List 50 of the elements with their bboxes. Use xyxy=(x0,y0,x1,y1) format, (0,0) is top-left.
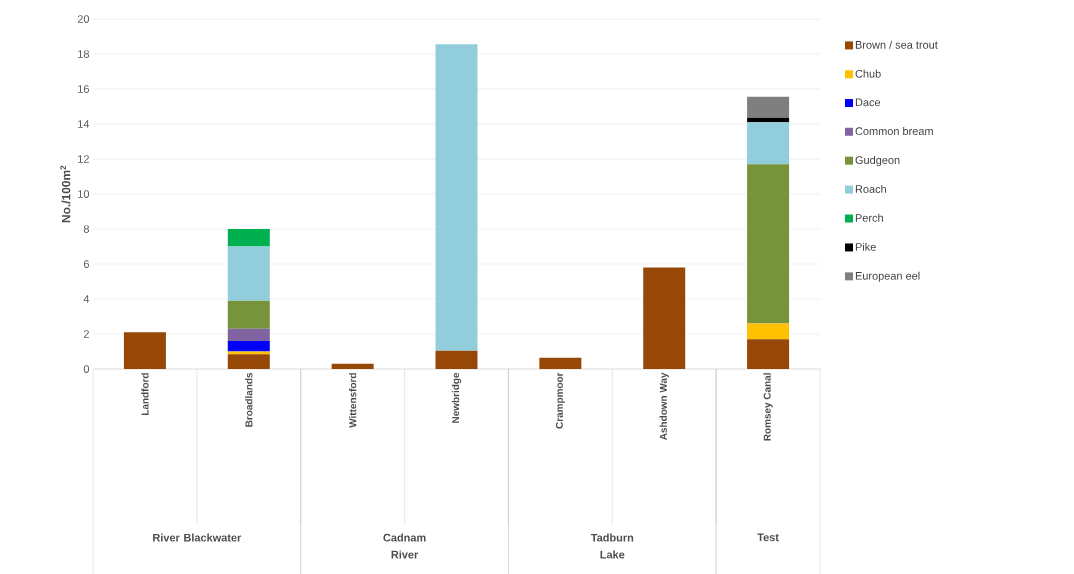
bar xyxy=(747,164,790,324)
bar xyxy=(227,246,270,301)
bar xyxy=(123,332,166,369)
x-tick-label: Romsey Canal xyxy=(763,373,773,441)
y-tick-label: 2 xyxy=(83,330,89,338)
legend-label: Chub xyxy=(855,69,881,78)
x-tick-label: Broadlands xyxy=(245,372,253,427)
y-tick-label: 8 xyxy=(83,225,89,233)
legend-label: Brown / sea trout xyxy=(855,40,938,49)
bar xyxy=(331,363,374,369)
x-tick-label: Wittensford xyxy=(348,373,357,428)
legend-label: Dace xyxy=(855,98,881,107)
y-tick-label: 12 xyxy=(78,155,89,163)
x-tick-label: Newbridge xyxy=(451,372,462,423)
bar xyxy=(227,328,270,341)
bar xyxy=(227,354,270,369)
text: Test xyxy=(757,533,779,542)
bar xyxy=(643,267,686,369)
x-tick-label: Ashdown Way xyxy=(659,372,669,440)
bar xyxy=(435,350,478,369)
y-tick-label: 6 xyxy=(83,260,89,268)
legend-label: Roach xyxy=(855,184,886,193)
legend-label: Pike xyxy=(855,242,876,251)
legend-label: European eel xyxy=(855,271,920,282)
y-tick-label: 18 xyxy=(78,50,89,58)
bar xyxy=(227,341,270,352)
bar xyxy=(747,96,790,118)
bar xyxy=(435,44,478,351)
y-tick-label: 10 xyxy=(78,190,90,198)
bar xyxy=(227,229,270,247)
text: River Blackwater xyxy=(153,533,242,542)
bar xyxy=(747,323,790,340)
x-tick-label: Landford xyxy=(141,373,149,416)
text: Tadburn Lake xyxy=(590,533,634,559)
legend-label: Gudgeon xyxy=(855,155,900,167)
bar xyxy=(747,339,790,369)
bar xyxy=(539,357,582,369)
text: Cadnam River xyxy=(383,533,426,559)
bar xyxy=(747,117,790,123)
y-tick-label: 16 xyxy=(78,85,89,93)
bar xyxy=(227,300,270,329)
y-axis-title: No./100m$^{2}$ xyxy=(60,165,71,223)
bar xyxy=(747,122,790,165)
y-tick-label: 20 xyxy=(77,15,90,23)
x-tick-label: Crampmoor xyxy=(555,372,565,429)
legend-label: Perch xyxy=(855,213,883,222)
y-tick-label: 14 xyxy=(78,120,90,128)
y-tick-label: 0 xyxy=(83,365,90,373)
y-tick-label: 4 xyxy=(83,295,90,303)
legend-label: Common bream xyxy=(855,127,933,136)
